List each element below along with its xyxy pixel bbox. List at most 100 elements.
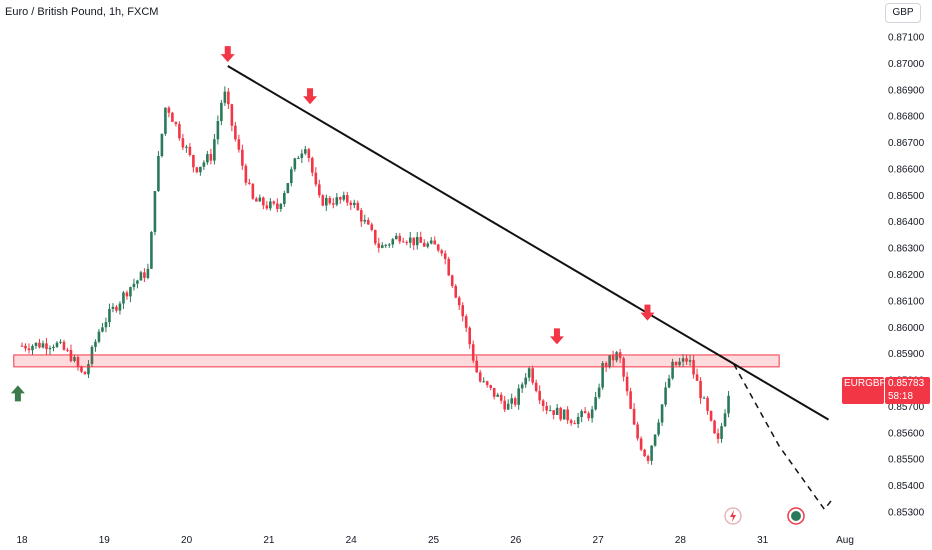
candle-body (555, 407, 559, 415)
candle-body (279, 203, 283, 209)
candle-body (66, 349, 69, 351)
candle-body (363, 219, 367, 222)
candle-body (108, 308, 111, 323)
candle-body (209, 154, 213, 161)
candle-body (321, 195, 325, 206)
candle-body (27, 348, 31, 351)
candle-body (227, 91, 230, 105)
candle-body (590, 409, 594, 419)
candle-body (622, 358, 625, 377)
candle-body (216, 121, 220, 140)
candle-body (276, 203, 279, 209)
candle-body (534, 382, 538, 392)
candle-body (90, 346, 94, 365)
candle-body (615, 352, 618, 361)
candle-body (646, 456, 650, 461)
candle-body (660, 404, 664, 423)
annotations-layer (10, 46, 834, 511)
candle-body (188, 146, 192, 156)
candle-body (314, 172, 318, 185)
candle-body (31, 345, 34, 351)
candle-body (192, 155, 195, 168)
candle-body (426, 243, 430, 247)
candle-body (255, 198, 258, 202)
candle-body (436, 244, 440, 251)
candle-body (709, 410, 713, 421)
candle-body (688, 360, 692, 362)
candle-body (20, 345, 24, 347)
x-tick-label: 27 (593, 535, 605, 546)
candle-body (380, 245, 384, 248)
candle-body (422, 242, 426, 247)
candle-body (181, 138, 185, 148)
candle-body (674, 361, 678, 366)
candle-body (398, 235, 402, 242)
candle-body (286, 183, 290, 194)
candle-body (104, 322, 108, 328)
candle-body (342, 195, 346, 200)
candle-body (48, 348, 52, 350)
candle-body (118, 303, 122, 311)
candle-body (171, 112, 174, 122)
candle-body (318, 184, 321, 196)
candle-body (478, 372, 482, 382)
candle-body (52, 346, 55, 349)
x-tick-label: 18 (16, 535, 28, 546)
candle-body (206, 154, 209, 163)
candle-body (230, 104, 234, 126)
candle-body (293, 158, 297, 170)
candle-body (136, 280, 139, 284)
y-tick-label: 0.85400 (888, 481, 925, 492)
candle-body (143, 272, 146, 278)
x-tick-label: Aug (836, 535, 854, 546)
candle-body (499, 394, 503, 401)
candle-body (685, 358, 688, 362)
candle-body (272, 201, 276, 204)
candle-body (290, 169, 293, 184)
candle-body (45, 343, 48, 350)
candle-body (657, 422, 660, 435)
candle-body (83, 371, 87, 375)
candle-body (297, 158, 300, 160)
candle-body (559, 407, 562, 420)
candles-layer (20, 86, 730, 465)
candle-body (195, 167, 199, 173)
candle-body (24, 345, 27, 349)
candle-body (328, 197, 332, 204)
candle-body (262, 197, 265, 206)
candle-body (548, 410, 552, 412)
candle-body (429, 240, 433, 244)
currency-button[interactable]: GBP (885, 3, 921, 23)
candle-body (304, 149, 307, 154)
price-tag-values: 0.85783 58:18 (885, 377, 930, 404)
candle-body (594, 397, 597, 410)
y-tick-label: 0.86200 (888, 270, 925, 281)
candle-body (55, 342, 59, 347)
trendline (227, 65, 830, 421)
candle-body (97, 331, 101, 342)
candle-body (265, 205, 269, 209)
candle-body (213, 139, 216, 161)
candle-body (545, 405, 548, 411)
candle-body (146, 268, 150, 278)
candle-body (601, 363, 604, 388)
down-arrow-icon (640, 304, 655, 321)
candle-body (604, 363, 608, 367)
candle-body (325, 197, 328, 206)
candle-body (349, 202, 353, 206)
candle-body (562, 409, 566, 420)
candle-body (125, 292, 129, 297)
y-tick-label: 0.87000 (888, 59, 925, 70)
up-arrow-icon (10, 385, 25, 402)
candle-body (583, 411, 587, 414)
candle-body (62, 341, 66, 350)
candle-body (566, 409, 569, 421)
candle-body (157, 156, 160, 192)
candle-body (695, 374, 699, 381)
candle-body (220, 102, 223, 122)
candle-body (394, 235, 398, 240)
candle-body (671, 361, 674, 379)
candle-body (76, 357, 80, 367)
x-tick-label: 31 (757, 535, 769, 546)
